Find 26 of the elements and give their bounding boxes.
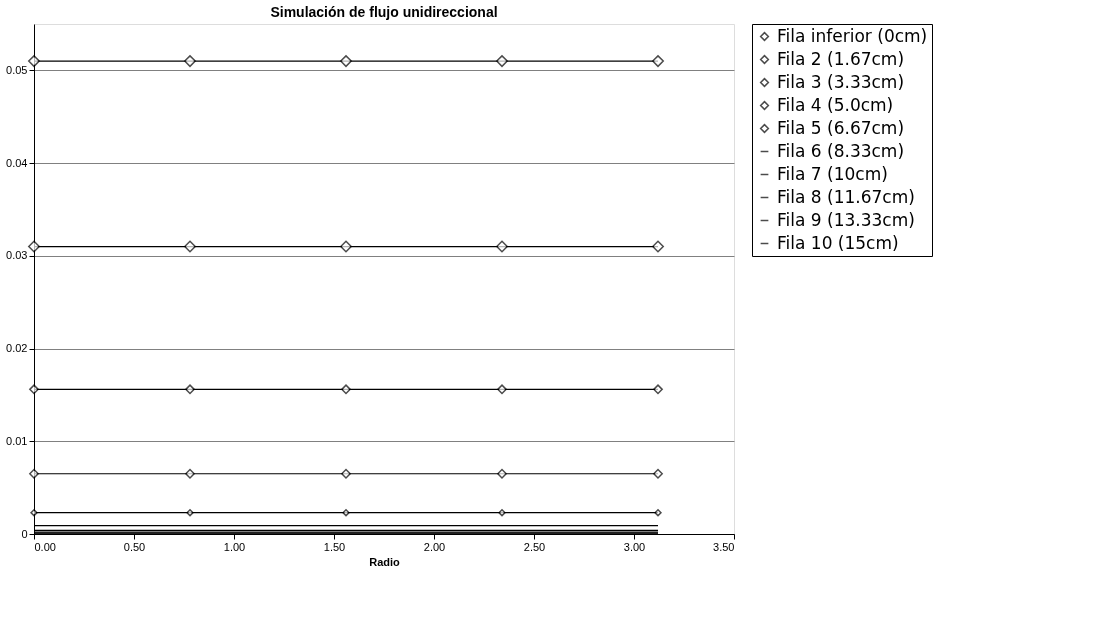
legend-label: Fila 7 (10cm) (777, 163, 888, 184)
y-tick-label: 0.01 (6, 434, 28, 447)
x-tick-label: 0.50 (123, 540, 146, 553)
legend-label: Fila 10 (15cm) (777, 232, 899, 253)
x-tick-label: 0.00 (34, 540, 56, 553)
chart-title: Simulación de flujo unidireccional (270, 3, 498, 20)
y-tick-label: 0.02 (6, 342, 28, 355)
x-axis-title: Radio (369, 555, 401, 568)
legend-label: Fila 6 (8.33cm) (777, 140, 905, 161)
y-tick-label: 0.03 (6, 249, 28, 262)
legend-label: Fila 3 (3.33cm) (777, 71, 905, 92)
x-tick-label: 1.00 (223, 540, 246, 553)
x-tick-label: 1.50 (323, 540, 346, 553)
legend-label: Fila 8 (11.67cm) (777, 186, 915, 207)
legend-label: Fila inferior (0cm) (777, 25, 928, 46)
legend-label: Fila 4 (5.0cm) (777, 94, 894, 115)
legend-label: Fila 9 (13.33cm) (777, 209, 915, 230)
y-tick-label: 0 (21, 527, 28, 540)
legend-label: Fila 5 (6.67cm) (777, 117, 905, 138)
x-tick-label: 3.50 (713, 540, 735, 553)
x-tick-label: 2.00 (423, 540, 446, 553)
x-tick-label: 2.50 (523, 540, 546, 553)
y-tick-label: 0.04 (6, 156, 28, 169)
y-tick-label: 0.05 (6, 63, 28, 76)
x-tick-label: 3.00 (623, 540, 646, 553)
legend-label: Fila 2 (1.67cm) (777, 48, 905, 69)
